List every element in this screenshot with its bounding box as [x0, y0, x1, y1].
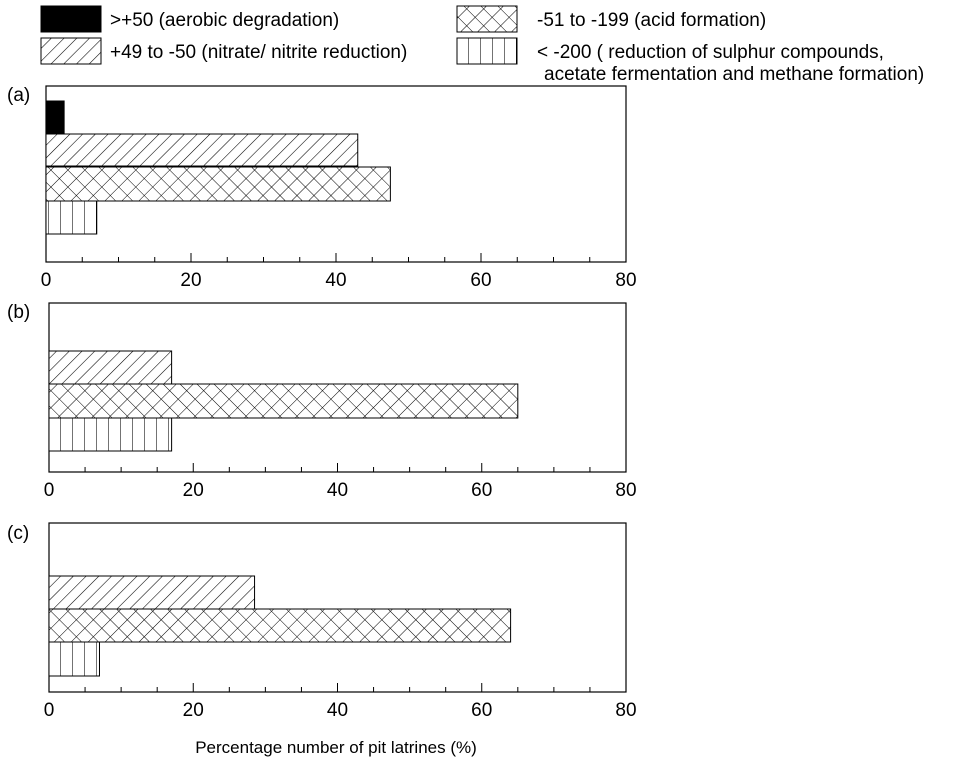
legend-label-aerobic: >+50 (aerobic degradation): [110, 10, 339, 31]
legend-label-acid: -51 to -199 (acid formation): [537, 10, 766, 31]
bar: [45, 100, 65, 134]
tick-label: 20: [180, 270, 201, 291]
tick-label: 60: [470, 270, 491, 291]
tick-label: 60: [471, 480, 492, 501]
panel-1: (a) 0 20 40 60 80: [7, 85, 637, 291]
legend-label-sulphur: < -200 ( reduction of sulphur compounds,: [537, 42, 884, 63]
panel-2: (b) 0 20 40 60 80: [7, 302, 637, 501]
bar: [48, 641, 100, 677]
bar: [48, 575, 256, 610]
legend-swatch-diagonal: [40, 37, 102, 65]
tick-label: 0: [44, 700, 55, 721]
legend: >+50 (aerobic degradation) -51 to -199 (…: [40, 5, 924, 85]
legend-swatch-solid: [40, 5, 102, 33]
panel-label: (c): [7, 523, 29, 544]
tick-label: 80: [615, 700, 636, 721]
tick-label: 20: [183, 700, 204, 721]
tick-label: 0: [41, 270, 52, 291]
bar: [45, 166, 391, 202]
legend-swatch-crosshatch: [456, 5, 518, 33]
tick-label: 40: [327, 480, 348, 501]
tick-label: 40: [325, 270, 346, 291]
x-axis-label: Percentage number of pit latrines (%): [195, 738, 477, 757]
panel-3: (c) 0 20 40 60 80: [7, 522, 637, 721]
tick-label: 80: [615, 270, 636, 291]
panel-label: (b): [7, 302, 30, 323]
legend-item-sulphur: < -200 ( reduction of sulphur compounds,…: [456, 37, 924, 85]
legend-item-acid: -51 to -199 (acid formation): [456, 5, 766, 33]
legend-swatch-vertical: [456, 37, 518, 65]
bar: [45, 200, 98, 235]
tick-label: 60: [471, 700, 492, 721]
panel-label: (a): [7, 85, 30, 106]
bar: [48, 417, 173, 452]
bar: [45, 133, 359, 167]
bar: [48, 350, 173, 385]
bar: [48, 383, 519, 419]
tick-label: 20: [183, 480, 204, 501]
tick-label: 0: [44, 480, 55, 501]
legend-label-nitrate: +49 to -50 (nitrate/ nitrite reduction): [110, 42, 407, 63]
tick-label: 40: [327, 700, 348, 721]
legend-item-nitrate: +49 to -50 (nitrate/ nitrite reduction): [40, 37, 407, 65]
tick-label: 80: [615, 480, 636, 501]
legend-label-sulphur-line2: acetate fermentation and methane formati…: [544, 64, 924, 85]
legend-item-aerobic: >+50 (aerobic degradation): [40, 5, 339, 33]
bar: [48, 608, 512, 643]
panels: (a) 0 20 40 60 80 (b) 0 20 40 60 80 (c) 0 20 40 60 80: [7, 85, 637, 721]
